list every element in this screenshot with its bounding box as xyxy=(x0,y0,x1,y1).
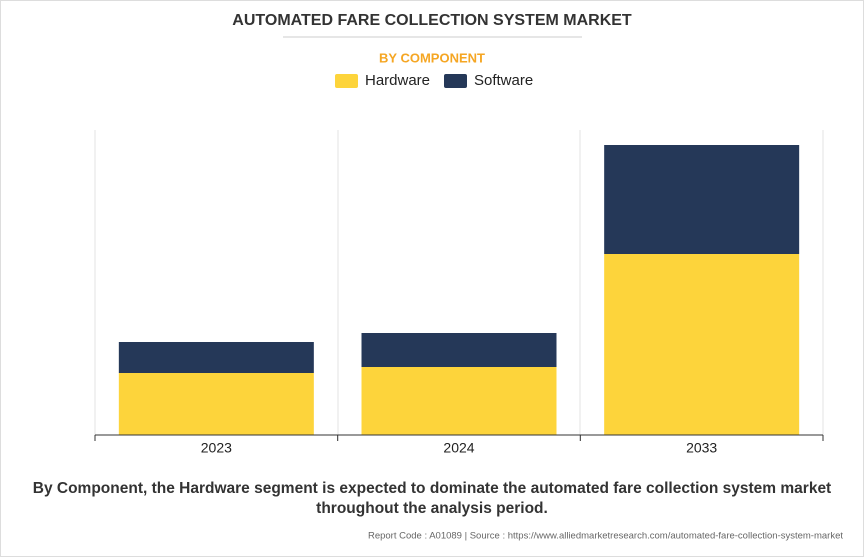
x-tick-label: 2033 xyxy=(686,440,717,456)
legend-swatch xyxy=(335,74,358,88)
caption-line-2: throughout the analysis period. xyxy=(316,500,548,517)
source-note: Report Code : A01089 | Source : https://… xyxy=(368,531,843,542)
legend-label: Software xyxy=(474,72,533,89)
x-tick-label: 2024 xyxy=(443,440,474,456)
legend: Hardware Software xyxy=(335,72,533,89)
legend-swatch xyxy=(444,74,467,88)
bar-segment xyxy=(604,254,800,435)
chart-subtitle: BY COMPONENT xyxy=(379,50,485,65)
bar-segment xyxy=(118,373,314,435)
bar-segment xyxy=(118,342,314,373)
legend-label: Hardware xyxy=(365,72,430,89)
bar-segment xyxy=(361,333,557,367)
plot-area xyxy=(94,130,824,441)
x-tick-label: 2023 xyxy=(201,440,232,456)
bar-segment xyxy=(361,367,557,435)
caption-line-1: By Component, the Hardware segment is ex… xyxy=(33,480,831,497)
chart-title: AUTOMATED FARE COLLECTION SYSTEM MARKET xyxy=(232,12,632,29)
bar-segment xyxy=(604,145,800,254)
